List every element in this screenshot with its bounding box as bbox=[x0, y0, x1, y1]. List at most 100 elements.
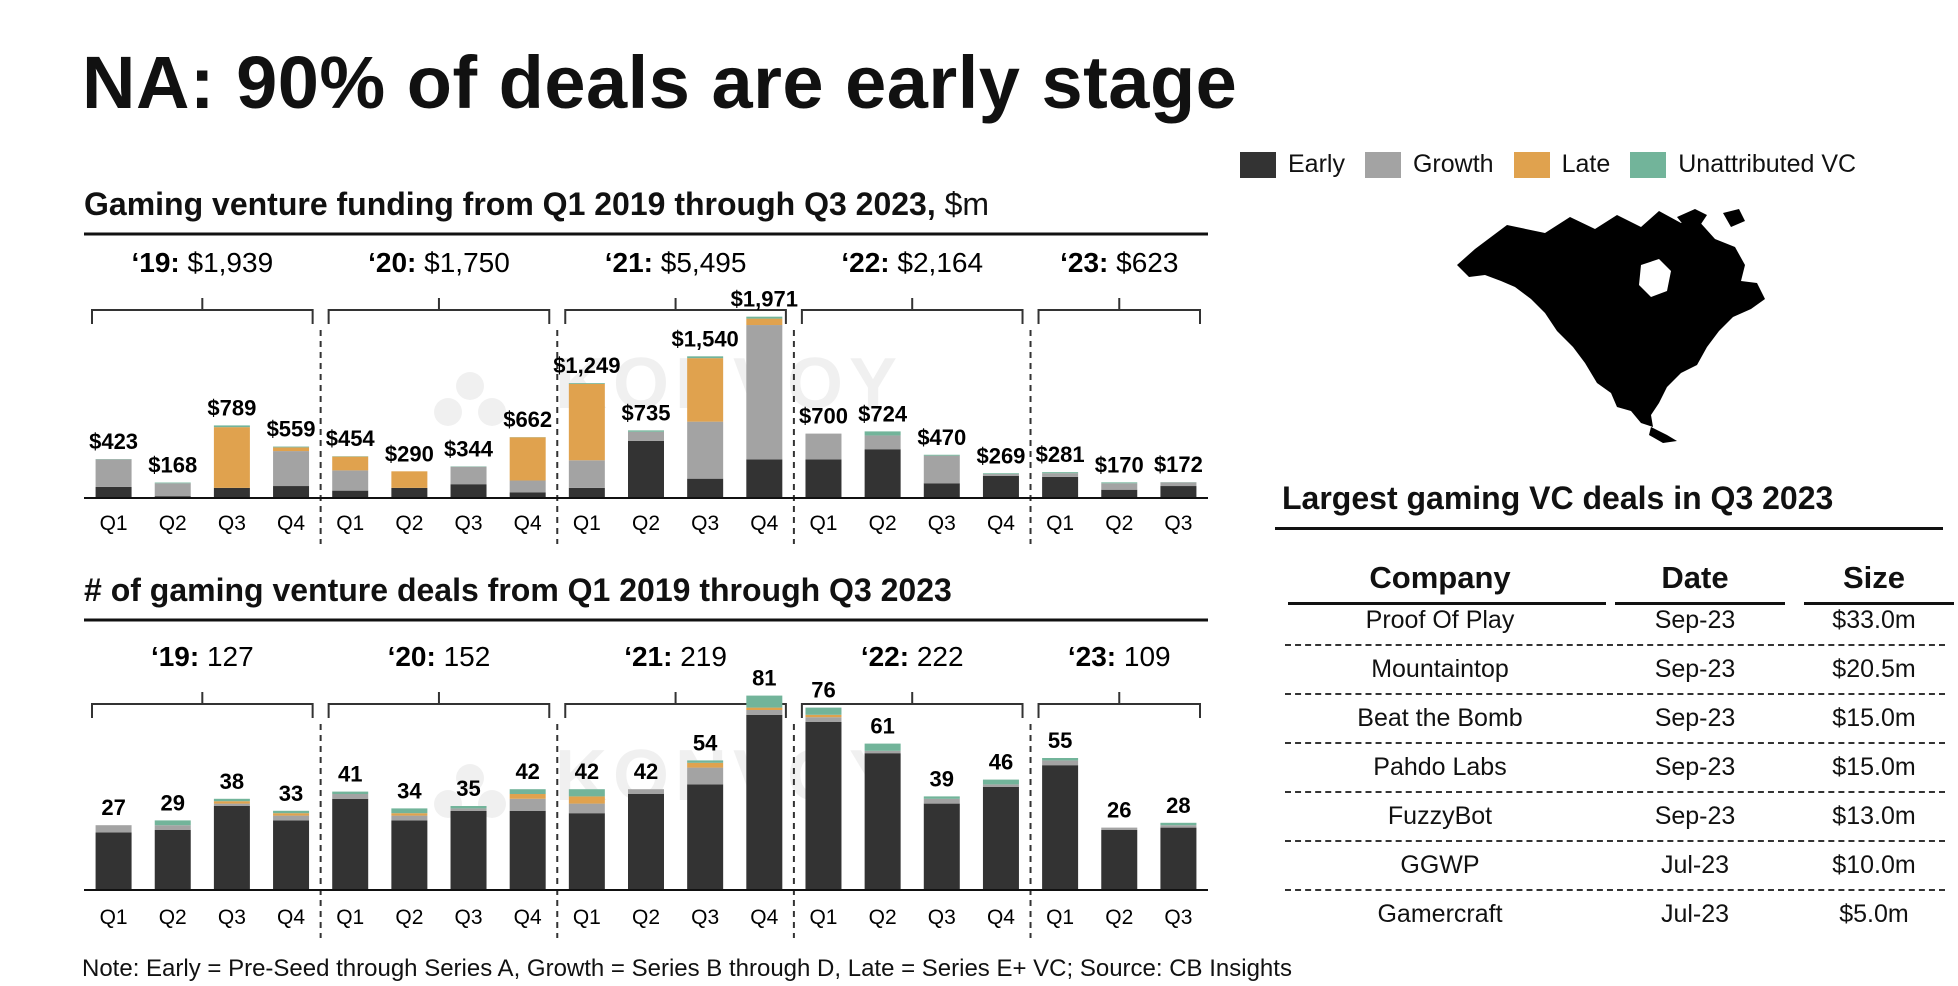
bar-segment-unattributed-vc bbox=[568, 383, 605, 384]
bar-segment-growth bbox=[628, 789, 664, 794]
bar-segment-unattributed-vc bbox=[687, 760, 724, 763]
bar-segment-early bbox=[1160, 486, 1197, 498]
bar-segment-early bbox=[332, 798, 369, 890]
bar-segment-growth bbox=[95, 825, 132, 833]
bar-segment-early bbox=[1101, 830, 1138, 890]
data-label: $290 bbox=[385, 441, 434, 466]
bar-segment-growth bbox=[923, 455, 960, 484]
bar-segment-unattributed-vc bbox=[805, 707, 842, 715]
x-tick-label: Q2 bbox=[159, 906, 187, 929]
year-bracket bbox=[564, 298, 787, 324]
bar-segment-early bbox=[864, 753, 901, 890]
bar-segment-unattributed-vc bbox=[628, 430, 664, 432]
year-total-label: ‘22: $2,164 bbox=[841, 247, 983, 278]
year-total: $1,750 bbox=[424, 247, 510, 278]
table-cell-size: $13.0m bbox=[1832, 802, 1916, 830]
x-tick-label: Q1 bbox=[336, 906, 364, 929]
data-label: 28 bbox=[1166, 793, 1190, 818]
bar-segment-early bbox=[273, 820, 310, 890]
bar-segment-unattributed-vc bbox=[982, 779, 1019, 785]
bar-segment-unattributed-vc bbox=[864, 743, 901, 751]
table-cell-company: Gamercraft bbox=[1377, 900, 1503, 928]
watermark-logo-icon bbox=[478, 398, 506, 426]
legend-swatch-unattributed bbox=[1630, 151, 1667, 178]
bar-segment-unattributed-vc bbox=[1042, 472, 1079, 474]
bar-segment-early bbox=[687, 478, 724, 498]
table-cell-size: $15.0m bbox=[1832, 704, 1916, 732]
funding-title-unit: $m bbox=[944, 186, 990, 222]
bar-segment-early bbox=[982, 475, 1019, 498]
table-cell-size: $10.0m bbox=[1832, 851, 1916, 879]
bar-segment-unattributed-vc bbox=[746, 695, 783, 708]
x-tick-label: Q2 bbox=[869, 512, 897, 535]
data-label: $662 bbox=[503, 407, 552, 432]
year-total-label: ‘20: $1,750 bbox=[368, 247, 510, 278]
table-cell-date: Sep-23 bbox=[1654, 753, 1736, 781]
legend-item-early: Early bbox=[1240, 150, 1345, 179]
year-total: $2,164 bbox=[897, 247, 983, 278]
data-label: $470 bbox=[917, 425, 966, 450]
bar-segment-growth bbox=[687, 767, 724, 785]
legend-item-late: Late bbox=[1513, 150, 1610, 179]
bar-segment-unattributed-vc bbox=[273, 810, 310, 814]
bar-segment-unattributed-vc bbox=[273, 446, 310, 448]
page-title: NA: 90% of deals are early stage bbox=[82, 41, 1238, 124]
watermark-logo-icon bbox=[456, 372, 484, 400]
data-label: 81 bbox=[752, 666, 776, 691]
x-tick-label: Q3 bbox=[218, 906, 246, 929]
bar-segment-unattributed-vc bbox=[1101, 482, 1138, 484]
bar-segment-growth bbox=[213, 803, 250, 806]
data-label: $735 bbox=[622, 400, 671, 425]
x-tick-label: Q1 bbox=[336, 512, 364, 535]
bar-segment-growth bbox=[1042, 760, 1079, 766]
x-tick-label: Q4 bbox=[277, 906, 305, 929]
bar-segment-growth bbox=[95, 459, 132, 487]
bar-segment-growth bbox=[509, 798, 546, 811]
x-tick-label: Q1 bbox=[100, 906, 128, 929]
bar-segment-late bbox=[687, 358, 724, 422]
bar-segment-unattributed-vc bbox=[509, 789, 546, 794]
data-label: 61 bbox=[870, 714, 894, 739]
bar-segment-growth bbox=[923, 798, 960, 804]
bar-segment-late bbox=[805, 714, 842, 718]
year-label: ‘20: bbox=[388, 641, 444, 672]
data-label: $170 bbox=[1095, 452, 1144, 477]
data-label: 42 bbox=[575, 759, 599, 784]
bar-segment-growth bbox=[805, 433, 842, 460]
year-total-label: ‘21: $5,495 bbox=[605, 247, 747, 278]
year-bracket bbox=[327, 692, 551, 718]
bar-segment-growth bbox=[273, 815, 310, 821]
year-label: ‘23: bbox=[1060, 247, 1116, 278]
x-tick-label: Q1 bbox=[573, 512, 601, 535]
bar-segment-early bbox=[1042, 476, 1079, 498]
bar-segment-early bbox=[1101, 489, 1138, 498]
year-bracket bbox=[91, 692, 314, 718]
bar-segment-late bbox=[687, 762, 724, 768]
bar-segment-growth bbox=[332, 470, 369, 491]
data-label: $281 bbox=[1036, 442, 1085, 467]
year-label: ‘21: bbox=[605, 247, 661, 278]
bar-segment-early bbox=[332, 490, 369, 498]
table-cell-company: Proof Of Play bbox=[1365, 606, 1515, 634]
watermark-logo-icon bbox=[456, 764, 484, 792]
year-label: ‘23: bbox=[1068, 641, 1124, 672]
bar-segment-early bbox=[213, 487, 250, 498]
data-label: 76 bbox=[811, 678, 835, 703]
table-header-date: Date bbox=[1661, 560, 1729, 595]
year-total: 109 bbox=[1124, 641, 1171, 672]
bar-segment-growth bbox=[154, 825, 191, 830]
year-total: 127 bbox=[207, 641, 254, 672]
x-tick-label: Q1 bbox=[809, 906, 837, 929]
year-total: 219 bbox=[680, 641, 727, 672]
year-total-label: ‘19: $1,939 bbox=[131, 247, 273, 278]
table-cell-company: Beat the Bomb bbox=[1357, 704, 1523, 732]
table-header-company: Company bbox=[1369, 560, 1511, 595]
bar-segment-growth bbox=[982, 474, 1019, 476]
data-label: 39 bbox=[930, 766, 954, 791]
bar-segment-growth bbox=[450, 808, 487, 811]
table-header-rule bbox=[1288, 602, 1606, 605]
year-bracket bbox=[327, 298, 551, 324]
bar-segment-early bbox=[746, 459, 783, 498]
bar-segment-late bbox=[568, 796, 605, 804]
bar-segment-early bbox=[1160, 827, 1197, 890]
